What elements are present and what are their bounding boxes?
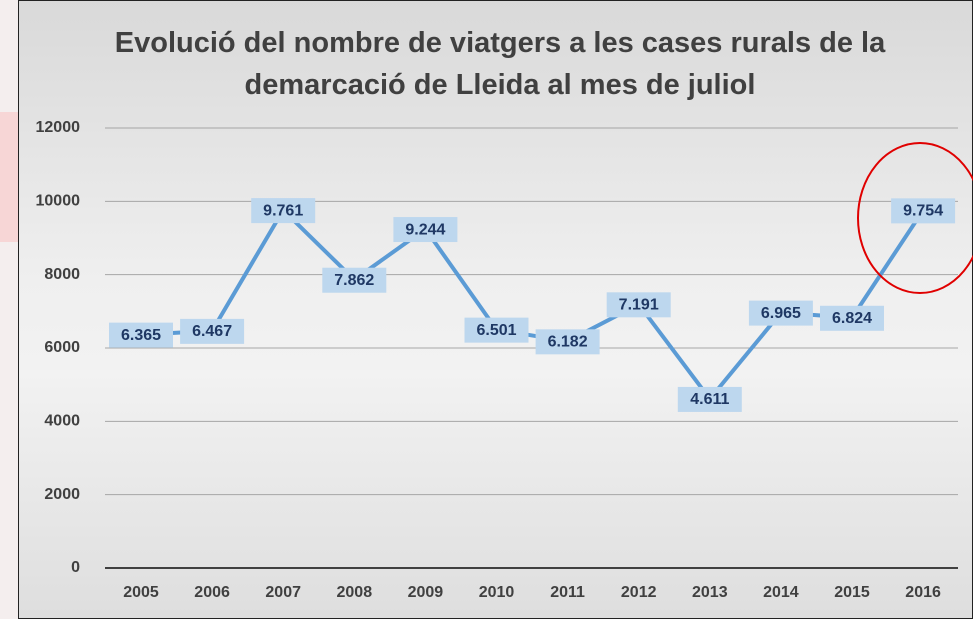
data-label-box bbox=[322, 267, 387, 293]
x-tick-label: 2012 bbox=[621, 584, 657, 601]
data-label-box bbox=[464, 317, 529, 343]
highlight-circle bbox=[857, 142, 973, 294]
x-tick-label: 2006 bbox=[194, 584, 230, 601]
data-label-box bbox=[535, 329, 600, 355]
x-tick-label: 2008 bbox=[337, 584, 373, 601]
data-label: 9.761 bbox=[263, 202, 303, 219]
y-tick-label: 12000 bbox=[36, 119, 81, 136]
y-tick-label: 6000 bbox=[44, 339, 80, 356]
data-label: 6.501 bbox=[476, 322, 516, 339]
data-label-box bbox=[820, 305, 884, 331]
data-label-box bbox=[393, 217, 458, 243]
data-label: 9.244 bbox=[405, 221, 445, 238]
x-tick-label: 2015 bbox=[834, 584, 870, 601]
data-label-box bbox=[180, 318, 245, 344]
y-tick-label: 2000 bbox=[44, 486, 80, 503]
data-label: 4.611 bbox=[690, 391, 729, 408]
data-label-box bbox=[109, 322, 173, 348]
data-label-box bbox=[251, 198, 316, 224]
data-label-box bbox=[748, 300, 813, 326]
background-decoration bbox=[0, 112, 22, 242]
data-label: 6.182 bbox=[548, 334, 588, 351]
x-tick-label: 2005 bbox=[123, 584, 159, 601]
y-tick-label: 0 bbox=[71, 559, 80, 576]
y-tick-label: 8000 bbox=[44, 266, 80, 283]
data-label: 6.467 bbox=[192, 323, 232, 340]
x-tick-label: 2007 bbox=[265, 584, 301, 601]
x-tick-label: 2011 bbox=[550, 584, 585, 601]
y-tick-label: 4000 bbox=[44, 413, 80, 430]
data-label-box bbox=[677, 386, 742, 412]
data-label: 6.965 bbox=[761, 305, 801, 322]
x-tick-label: 2013 bbox=[692, 584, 728, 601]
x-tick-label: 2010 bbox=[479, 584, 515, 601]
x-tick-label: 2014 bbox=[763, 584, 799, 601]
data-label: 9.754 bbox=[903, 203, 943, 220]
x-tick-label: 2016 bbox=[905, 584, 941, 601]
data-label: 7.862 bbox=[334, 272, 374, 289]
y-tick-label: 10000 bbox=[36, 193, 81, 210]
data-label: 6.824 bbox=[832, 310, 872, 327]
chart-title: Evolució del nombre de viatgers a les ca… bbox=[114, 27, 886, 101]
x-tick-label: 2009 bbox=[408, 584, 444, 601]
data-label-box bbox=[606, 292, 671, 318]
data-label: 6.365 bbox=[121, 327, 161, 344]
data-label: 7.191 bbox=[619, 297, 659, 314]
data-label-box bbox=[891, 198, 956, 224]
